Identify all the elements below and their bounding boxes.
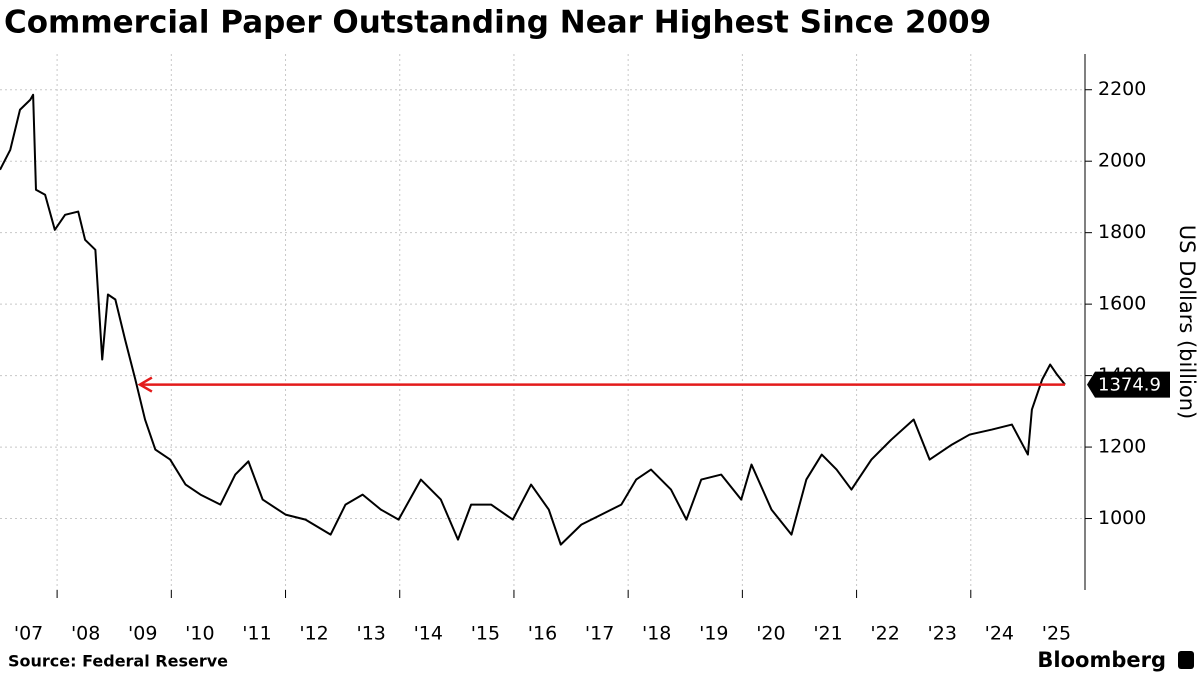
x-tick-label: '23 <box>928 623 957 645</box>
brand: Bloomberg <box>1037 648 1166 672</box>
x-tick-label: '08 <box>71 623 100 645</box>
brand-icon <box>1178 651 1194 669</box>
y-tick-label: 1600 <box>1098 293 1146 315</box>
x-tick-label: '12 <box>299 623 328 645</box>
x-tick-label: '18 <box>642 623 671 645</box>
x-tick-label: '17 <box>585 623 614 645</box>
y-tick-label: 1000 <box>1098 507 1146 529</box>
arrow-head <box>137 376 153 393</box>
x-tick-label: '25 <box>1042 623 1071 645</box>
x-tick-label: '15 <box>471 623 500 645</box>
x-tick-label: '07 <box>14 623 43 645</box>
y-axis-title: US Dollars (billion) <box>1175 225 1199 419</box>
x-tick-label: '19 <box>699 623 728 645</box>
x-tick-label: '14 <box>414 623 443 645</box>
y-tick-label: 2000 <box>1098 150 1146 172</box>
x-tick-label: '11 <box>242 623 271 645</box>
x-tick-label: '09 <box>128 623 157 645</box>
data-line <box>0 93 1066 546</box>
y-tick-label: 2200 <box>1098 78 1146 100</box>
x-tick-label: '24 <box>985 623 1014 645</box>
x-tick-label: '10 <box>185 623 214 645</box>
last-value-label: 1374.9 <box>1098 375 1161 396</box>
x-tick-label: '20 <box>756 623 785 645</box>
x-tick-label: '22 <box>870 623 899 645</box>
x-tick-label: '21 <box>813 623 842 645</box>
x-tick-label: '16 <box>528 623 557 645</box>
y-tick-label: 1800 <box>1098 221 1146 243</box>
chart-title: Commercial Paper Outstanding Near Highes… <box>4 5 991 41</box>
x-tick-label: '13 <box>356 623 385 645</box>
last-value-box <box>1087 371 1170 398</box>
y-tick-label: 1200 <box>1098 436 1146 458</box>
source: Source: Federal Reserve <box>8 652 228 671</box>
